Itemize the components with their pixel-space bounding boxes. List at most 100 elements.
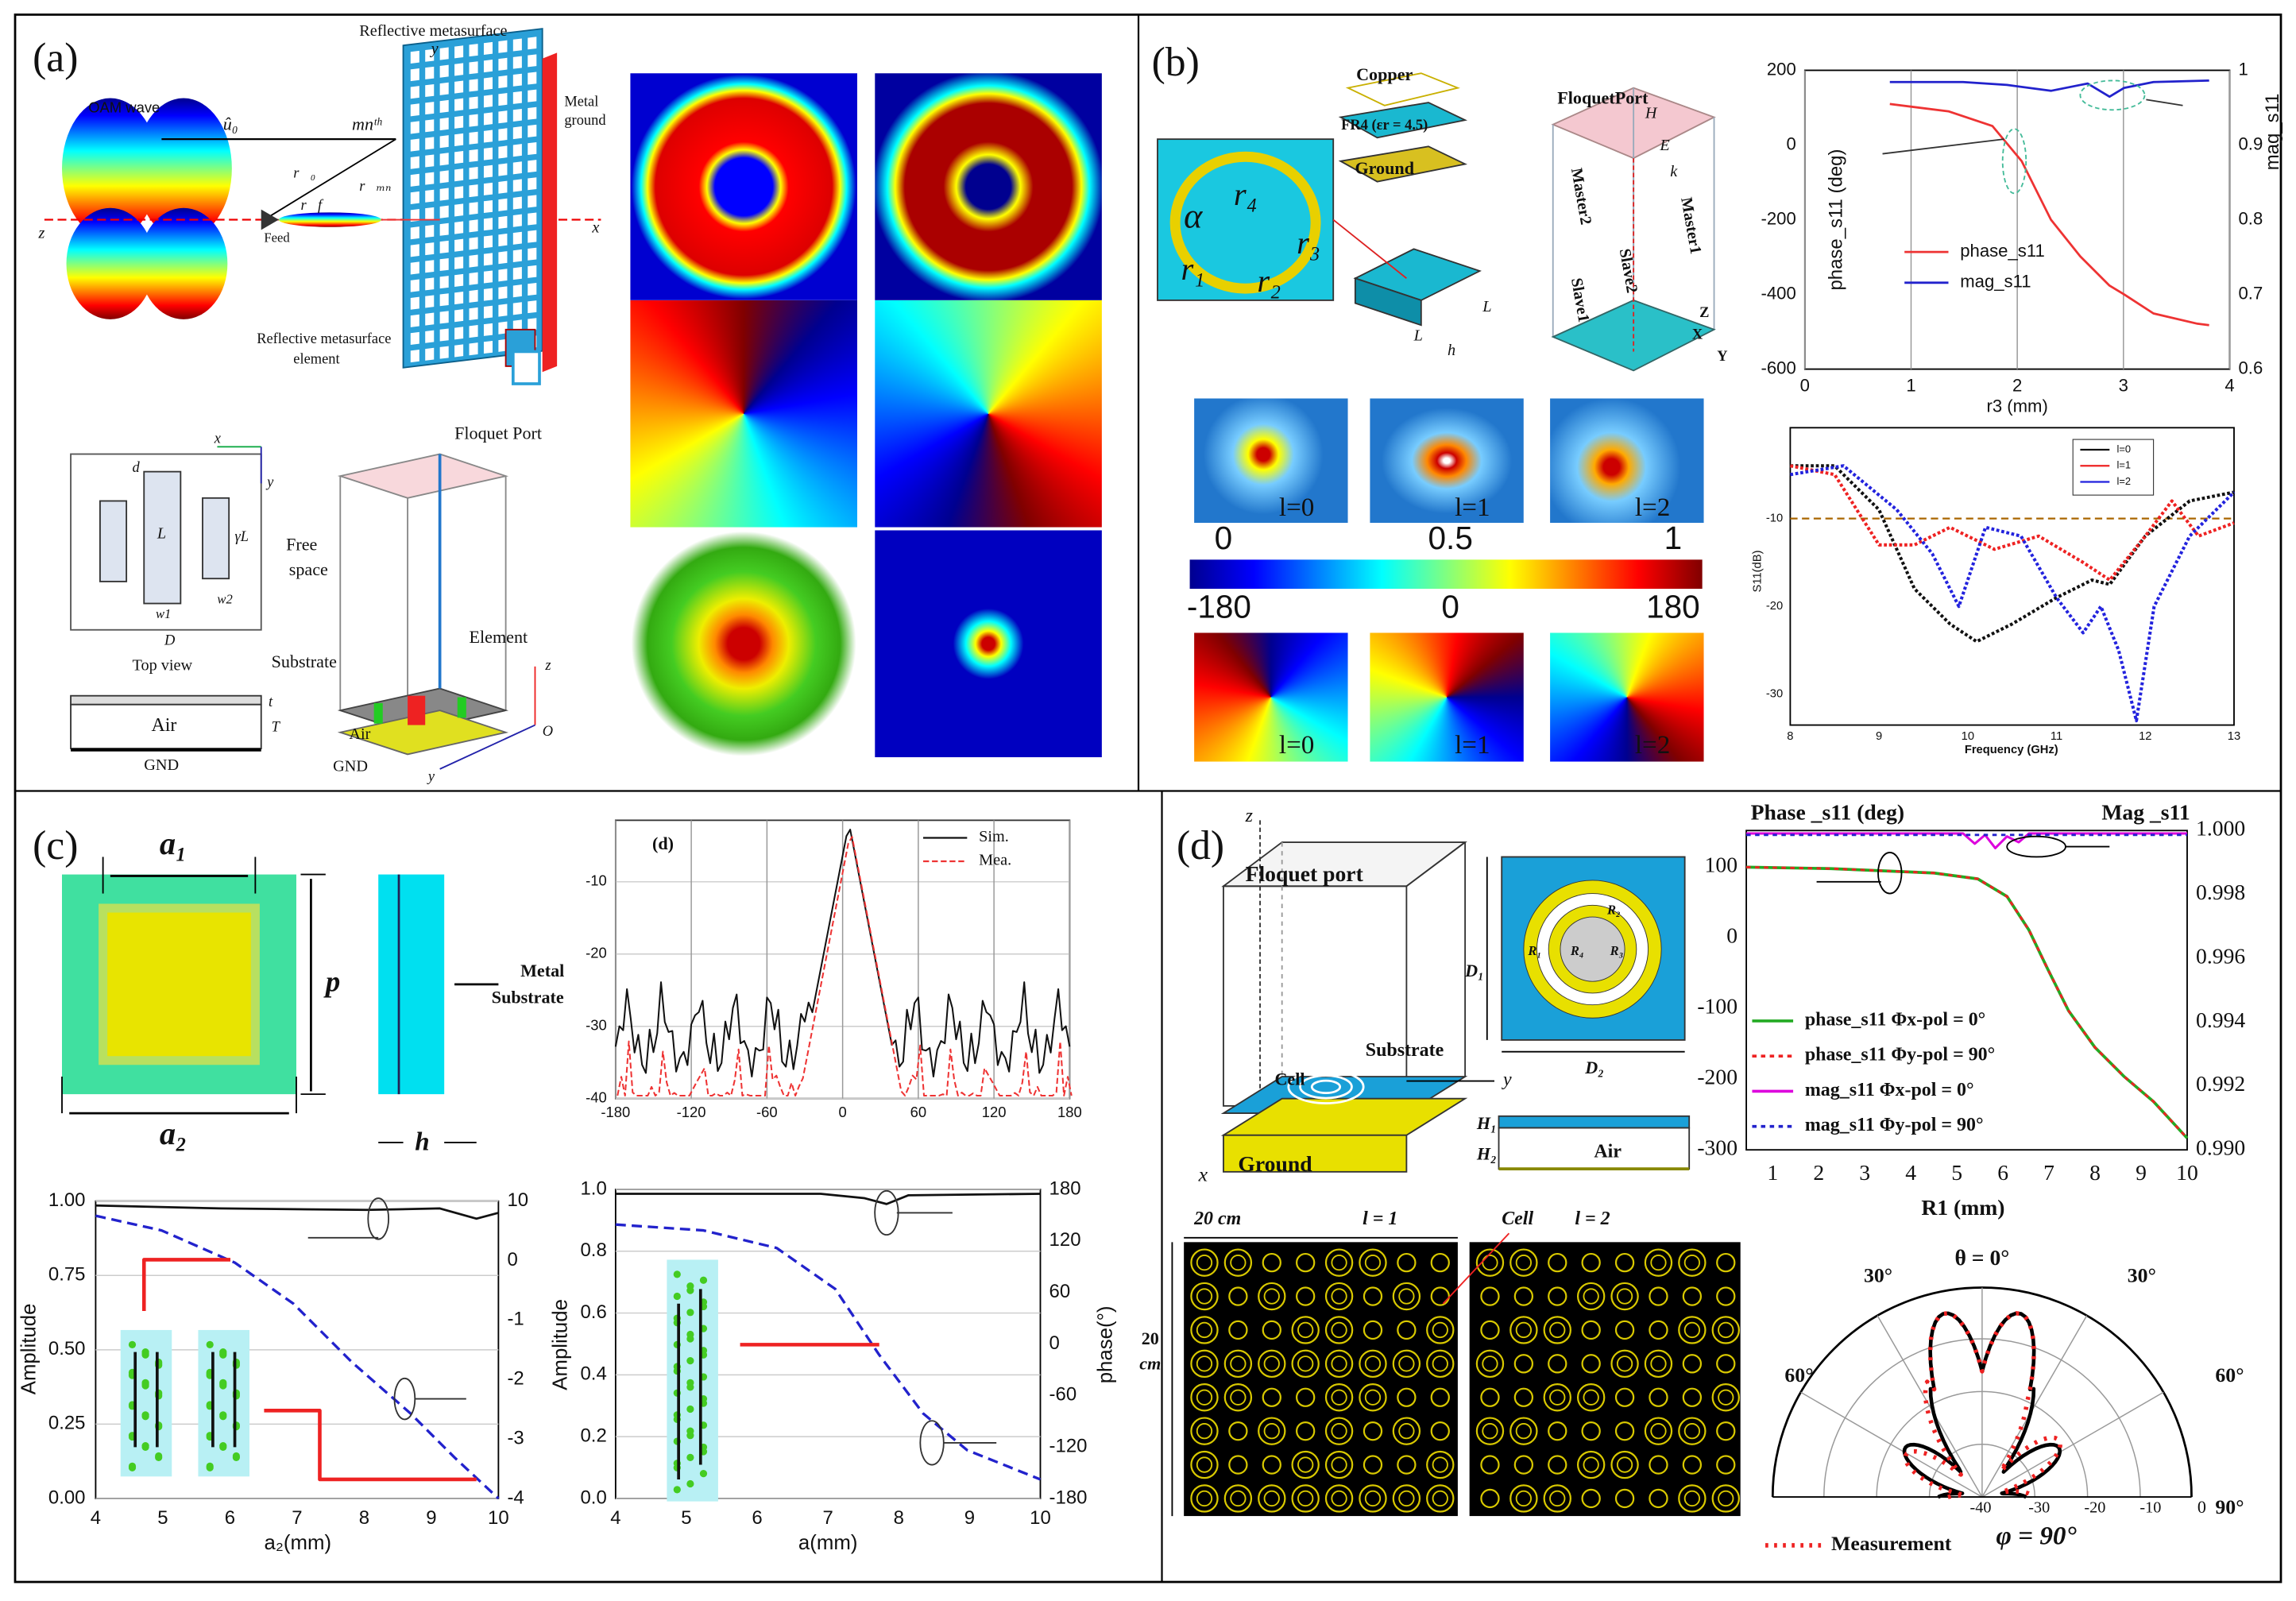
metasurface-hole	[425, 154, 435, 168]
tick-label: 0.0	[580, 1487, 606, 1508]
polar-spoke	[1981, 1315, 2088, 1498]
metasurface-hole	[425, 242, 435, 256]
cell-ring	[1513, 1286, 1534, 1306]
metasurface-hole	[425, 330, 435, 343]
ray	[263, 138, 396, 221]
metasurface-hole	[528, 265, 537, 278]
label: -10	[2139, 1499, 2161, 1517]
tick-label: 0.992	[2196, 1071, 2245, 1096]
metasurface-hole	[483, 182, 493, 195]
cell-ring	[1190, 1383, 1219, 1412]
label: y	[427, 768, 435, 784]
layer	[1498, 1127, 1691, 1170]
cell-ring	[1581, 1354, 1601, 1374]
cell-ring	[1576, 1383, 1606, 1412]
metasurface-hole	[512, 196, 522, 210]
tick-label: 0.50	[48, 1338, 86, 1359]
curve-l1	[1790, 464, 2235, 582]
label: û₀	[223, 114, 238, 134]
metasurface-hole	[454, 256, 464, 269]
metasurface-hole	[528, 141, 537, 156]
cell-ring	[1432, 1321, 1448, 1339]
tick-label: 0.00	[48, 1487, 86, 1508]
arrow	[1882, 138, 2004, 155]
cell-ring	[1196, 1423, 1213, 1440]
metasurface-hole	[439, 205, 449, 218]
curve-amp	[615, 1193, 1041, 1205]
cell-ring	[1515, 1423, 1533, 1440]
label: Frequency (GHz)	[1965, 744, 2058, 756]
metasurface-hole	[439, 82, 449, 95]
label: 0	[2197, 1497, 2206, 1517]
tick-label: 6	[752, 1507, 762, 1529]
cell-ring	[1649, 1455, 1668, 1475]
metasurface-hole	[439, 47, 449, 60]
cell-ring	[1683, 1255, 1701, 1271]
metasurface-hole	[425, 83, 435, 98]
cell-ring	[1190, 1248, 1219, 1277]
tick-label: 0.4	[580, 1363, 606, 1385]
tick-label: 7	[2043, 1160, 2054, 1185]
metasurface-hole	[483, 41, 493, 55]
label: X	[1692, 326, 1703, 342]
dot	[673, 1486, 681, 1494]
cell-ring	[1616, 1355, 1633, 1372]
metasurface-hole	[439, 293, 449, 307]
tick-label: 1	[2239, 59, 2248, 79]
tick-label: 8	[894, 1507, 904, 1529]
label: θ = 0°	[1954, 1245, 2009, 1270]
metasurface-hole	[454, 273, 464, 287]
zoom	[1332, 218, 1407, 279]
cell-ring	[1716, 1455, 1736, 1475]
tick-label: 0.994	[2196, 1007, 2245, 1032]
tick-label: -2	[507, 1368, 524, 1390]
metasurface-hole	[512, 161, 522, 175]
cell-ring	[1515, 1490, 1533, 1507]
label: R1 (mm)	[1921, 1195, 2004, 1220]
label: r₄	[1234, 176, 1258, 212]
dot	[206, 1340, 214, 1348]
metasurface-hole	[498, 93, 508, 106]
cell-ring	[1718, 1490, 1734, 1507]
cell-ring	[1228, 1286, 1248, 1306]
label: Free	[286, 535, 317, 555]
metasurface-hole	[528, 106, 537, 120]
label: y	[430, 40, 439, 57]
tick-label: 120	[1049, 1229, 1081, 1251]
label: l=1	[2117, 459, 2132, 471]
metasurface-hole	[469, 307, 478, 320]
dot	[673, 1292, 681, 1301]
cell-ring	[1196, 1456, 1213, 1473]
cell-ring	[1475, 1349, 1505, 1379]
highlight	[2001, 128, 2027, 195]
cell-ring	[1363, 1421, 1383, 1441]
metasurface-hole	[498, 40, 508, 53]
metasurface-hole	[498, 215, 508, 229]
metasurface-hole	[469, 219, 478, 233]
metasurface-hole	[483, 253, 493, 266]
cell-ring	[1258, 1282, 1286, 1311]
field-phase	[875, 300, 1102, 528]
cell-ring	[1649, 1387, 1668, 1407]
cell-ring	[1397, 1455, 1417, 1475]
label: w1	[156, 606, 171, 621]
metasurface-hole	[425, 224, 435, 238]
ring	[1169, 151, 1321, 294]
cell-ring	[1543, 1484, 1571, 1513]
cell-ring	[1549, 1321, 1566, 1339]
tick-label: 4	[1905, 1160, 1916, 1185]
label: z	[1245, 806, 1253, 826]
field-phase	[1370, 632, 1524, 762]
metasurface-hole	[483, 130, 493, 143]
highlight	[2079, 79, 2146, 111]
cell-ring	[1262, 1252, 1281, 1273]
dot	[686, 1282, 694, 1290]
tick-label: -30	[586, 1017, 607, 1034]
field-amp	[1550, 398, 1704, 524]
cell-ring	[1610, 1282, 1639, 1311]
side-view	[378, 874, 445, 1095]
label: r⃗f	[301, 197, 324, 213]
label: 0	[1215, 520, 1233, 556]
tick-label: 2	[2012, 376, 2022, 396]
cell-ring	[1682, 1387, 1703, 1407]
